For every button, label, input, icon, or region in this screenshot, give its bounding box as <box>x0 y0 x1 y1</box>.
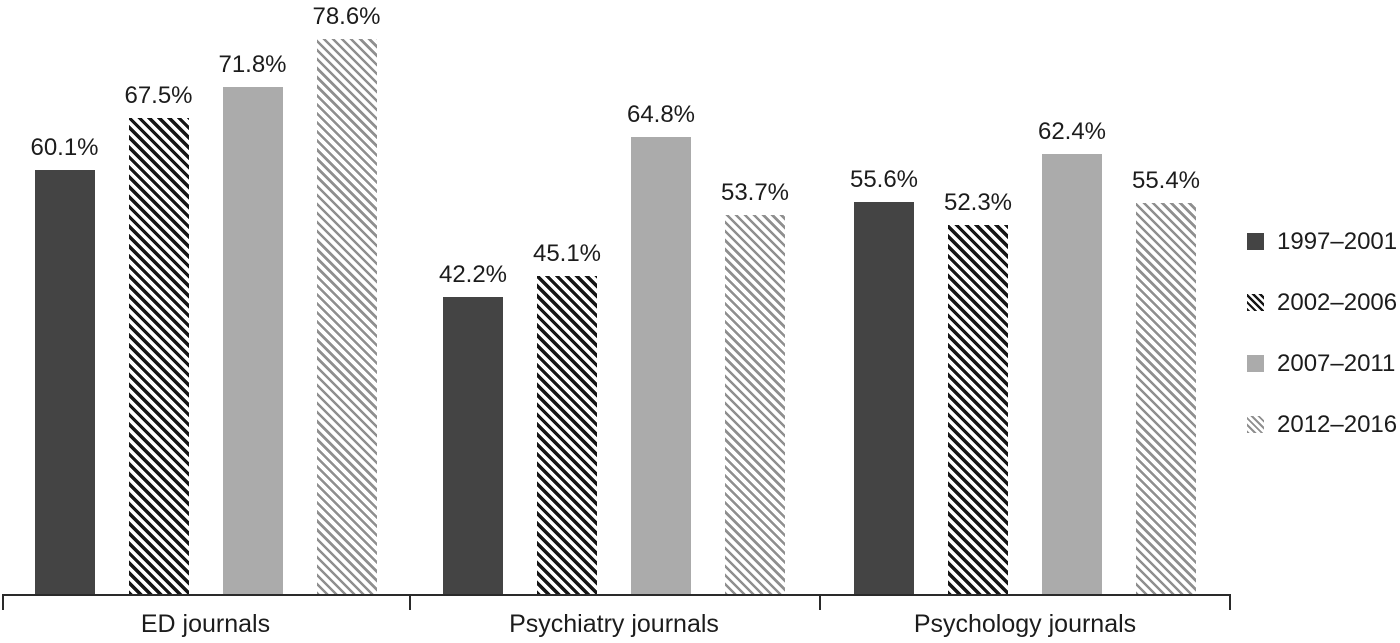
legend-swatch-solid-light-icon <box>1247 355 1264 372</box>
bar-psychology-journals-2007-2011: 62.4% <box>1038 118 1106 595</box>
bar-psychiatry-journals-2002-2006: 45.1% <box>533 240 601 595</box>
legend-label: 2007–2011 <box>1277 349 1396 377</box>
legend-swatch-solid-dark-icon <box>1247 233 1264 250</box>
bar-value-label: 71.8% <box>218 50 287 78</box>
bar-psychiatry-journals-1997-2001: 42.2% <box>439 261 507 595</box>
bar-psychology-journals-2002-2006: 52.3% <box>944 189 1012 595</box>
bar-ed-journals-2002-2006: 67.5% <box>124 82 193 595</box>
bar-value-label: 62.4% <box>1037 117 1107 145</box>
bar-psychiatry-journals-2012-2016: 53.7% <box>721 179 789 595</box>
bar-value-label: 64.8% <box>626 100 696 128</box>
legend-swatch-hatch-dark-icon <box>1247 294 1264 311</box>
bar-ed-journals-1997-2001: 60.1% <box>30 134 99 595</box>
bar-ed-journals-2007-2011: 71.8% <box>218 51 287 595</box>
bar-psychology-journals-2012-2016: 55.4% <box>1132 167 1200 595</box>
bar-value-label: 52.3% <box>943 188 1013 216</box>
legend-label: 2012–2016 <box>1277 410 1398 438</box>
bar-value-label: 42.2% <box>438 260 508 288</box>
bar-ed-journals-2012-2016: 78.6% <box>312 3 381 595</box>
x-axis-line <box>2 594 1231 596</box>
axis-tick-2 <box>409 594 411 610</box>
bar-value-label: 78.6% <box>312 2 381 30</box>
axis-tick-3 <box>819 594 821 610</box>
axis-tick-4 <box>1229 594 1231 610</box>
legend-swatch-hatch-light-icon <box>1247 416 1264 433</box>
plot-area: 60.1% 67.5% 71.8% 78.6% 42.2% 45.1% 64.8% 53.7%… <box>2 0 1231 595</box>
bar-psychology-journals-1997-2001: 55.6% <box>850 166 918 595</box>
bar-value-label: 67.5% <box>124 81 193 109</box>
bar-value-label: 53.7% <box>720 178 790 206</box>
legend-item-2012-2016: 2012–2016 <box>1247 411 1397 438</box>
category-label-psychiatry-journals: Psychiatry journals <box>509 610 719 638</box>
legend: 1997–2001 2002–2006 2007–2011 2012–2016 <box>1247 228 1397 477</box>
legend-item-2002-2006: 2002–2006 <box>1247 289 1397 316</box>
bar-group-psychiatry-journals: 42.2% 45.1% 64.8% 53.7% <box>409 0 819 595</box>
legend-label: 1997–2001 <box>1277 227 1398 255</box>
bar-group-ed-journals: 60.1% 67.5% 71.8% 78.6% <box>2 0 409 595</box>
legend-item-2007-2011: 2007–2011 <box>1247 350 1397 377</box>
bar-psychiatry-journals-2007-2011: 64.8% <box>627 101 695 595</box>
category-label-psychology-journals: Psychology journals <box>913 610 1137 638</box>
bar-value-label: 60.1% <box>30 133 99 161</box>
bar-value-label: 45.1% <box>532 239 602 267</box>
legend-item-1997-2001: 1997–2001 <box>1247 228 1397 255</box>
bar-group-psychology-journals: 55.6% 52.3% 62.4% 55.4% <box>819 0 1231 595</box>
bar-value-label: 55.6% <box>849 165 919 193</box>
axis-tick-1 <box>2 594 4 610</box>
category-label-ed-journals: ED journals <box>140 610 271 638</box>
legend-label: 2002–2006 <box>1277 288 1398 316</box>
bar-value-label: 55.4% <box>1131 166 1201 194</box>
